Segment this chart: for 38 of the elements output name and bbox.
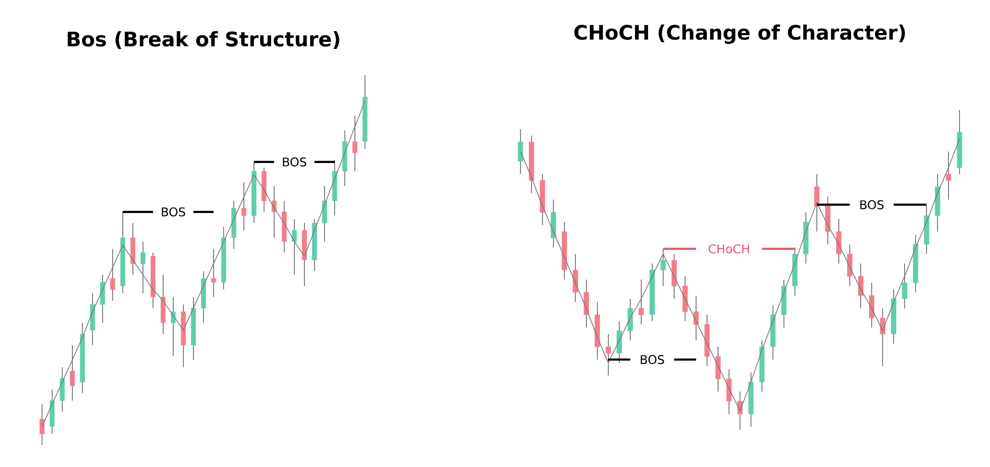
candlestick bbox=[211, 248, 216, 298]
candlestick bbox=[869, 282, 874, 328]
candlestick bbox=[880, 308, 886, 366]
candlestick bbox=[110, 248, 116, 302]
candlestick bbox=[616, 320, 622, 364]
candlestick bbox=[60, 366, 65, 412]
candlestick bbox=[715, 346, 721, 392]
candlestick bbox=[100, 274, 106, 324]
candlestick bbox=[170, 296, 176, 357]
candlestick bbox=[40, 404, 44, 446]
series-label: BOS bbox=[162, 207, 186, 216]
candlestick bbox=[241, 182, 246, 231]
candlestick bbox=[584, 279, 589, 328]
series-label: BOS bbox=[860, 200, 884, 210]
series-label: BOS bbox=[640, 355, 664, 364]
candlestick bbox=[322, 186, 328, 242]
candlestick bbox=[628, 298, 633, 341]
candlestick bbox=[638, 279, 644, 325]
candlestick bbox=[352, 115, 358, 172]
candlestick bbox=[660, 248, 666, 286]
candlestick bbox=[140, 241, 146, 294]
candlestick bbox=[70, 344, 75, 401]
chart-title: CHoCH (Change of Character) bbox=[574, 24, 905, 44]
candlestick bbox=[814, 174, 820, 232]
candlestick bbox=[847, 244, 852, 286]
candlestick bbox=[726, 368, 732, 414]
series-label: CHoCH bbox=[708, 244, 749, 254]
candlestick bbox=[572, 254, 578, 302]
series-label: BOS bbox=[282, 157, 306, 166]
candlestick bbox=[946, 151, 952, 200]
candlestick bbox=[836, 218, 842, 264]
chart-title: Bos (Break of Structure) bbox=[68, 31, 340, 49]
candlestick bbox=[606, 334, 611, 376]
candlestick bbox=[292, 218, 297, 276]
candlestick bbox=[902, 263, 908, 309]
candlestick bbox=[693, 295, 699, 341]
candlestick bbox=[518, 128, 524, 174]
candlestick bbox=[858, 263, 864, 309]
